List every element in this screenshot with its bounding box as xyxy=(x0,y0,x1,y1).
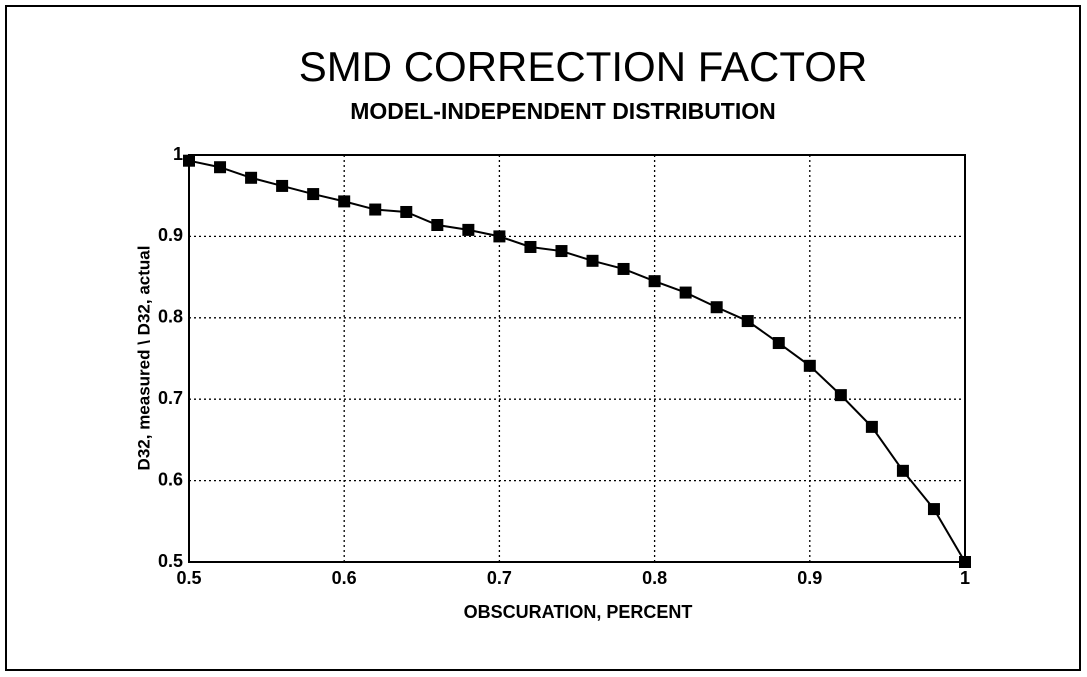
y-tick-label: 0.7 xyxy=(158,388,183,408)
point-marker xyxy=(648,275,661,288)
point-marker xyxy=(338,195,351,208)
x-axis-label: OBSCURATION, PERCENT xyxy=(464,602,693,622)
point-marker xyxy=(214,161,227,174)
point-marker xyxy=(896,464,909,477)
y-tick-label: 1 xyxy=(173,144,183,164)
point-marker xyxy=(431,219,444,232)
point-marker xyxy=(679,286,692,299)
chart-subtitle: MODEL-INDEPENDENT DISTRIBUTION xyxy=(350,98,776,124)
x-tick-label: 0.8 xyxy=(642,568,667,588)
point-marker xyxy=(772,337,785,350)
x-tick-label: 1 xyxy=(960,568,970,588)
plot-area xyxy=(188,154,966,563)
x-tick-label: 0.6 xyxy=(332,568,357,588)
y-axis-label: D32, measured \ D32, actual xyxy=(134,246,153,471)
y-tick-label: 0.9 xyxy=(158,225,183,245)
point-marker xyxy=(245,171,258,184)
series-line xyxy=(188,159,966,563)
x-tick-label: 0.9 xyxy=(797,568,822,588)
point-marker xyxy=(741,315,754,328)
y-tick-label: 0.8 xyxy=(158,307,183,327)
point-marker xyxy=(276,179,289,192)
point-marker xyxy=(834,389,847,402)
chart-title: SMD CORRECTION FACTOR xyxy=(299,43,868,90)
frame xyxy=(5,5,1081,671)
x-tick-label: 0.5 xyxy=(176,568,201,588)
point-marker xyxy=(927,503,940,516)
x-tick-label: 0.7 xyxy=(487,568,512,588)
point-marker xyxy=(400,205,413,218)
point-marker xyxy=(183,154,195,167)
point-marker xyxy=(524,240,537,253)
point-marker xyxy=(865,420,878,433)
point-marker xyxy=(710,301,723,314)
point-marker xyxy=(369,203,382,216)
y-tick-label: 0.5 xyxy=(158,551,183,571)
point-marker xyxy=(586,254,599,267)
point-marker xyxy=(493,230,506,243)
point-marker xyxy=(617,262,630,275)
point-marker xyxy=(462,223,475,236)
point-marker xyxy=(307,188,320,201)
point-marker xyxy=(555,245,568,258)
y-tick-label: 0.6 xyxy=(158,469,183,489)
point-marker xyxy=(803,359,816,372)
point-marker xyxy=(959,556,971,568)
